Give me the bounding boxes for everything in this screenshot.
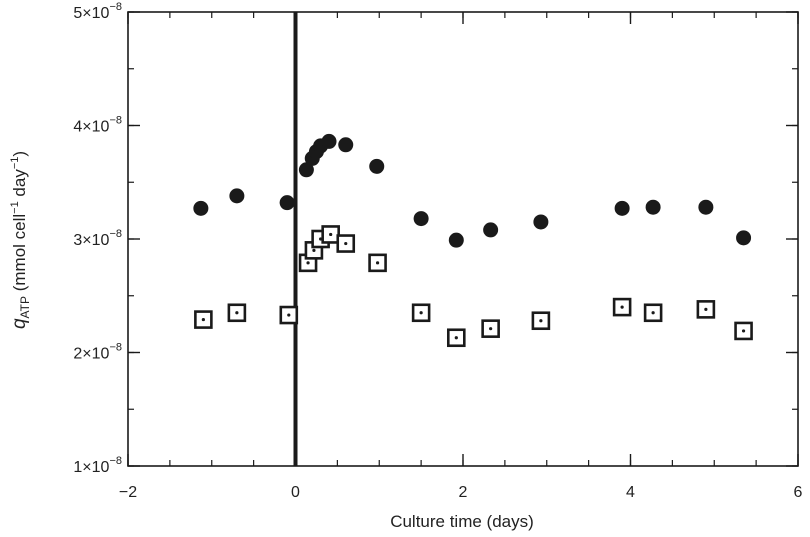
data-point-square-dot bbox=[306, 261, 310, 265]
data-point-circle bbox=[193, 200, 209, 216]
data-point-circle bbox=[736, 230, 752, 246]
data-point-square bbox=[321, 225, 340, 244]
y-tick-label: 2×10−8 bbox=[73, 342, 122, 363]
y-tick-label: 1×10−8 bbox=[73, 455, 122, 476]
data-point-circle bbox=[298, 162, 314, 178]
x-tick-label: 6 bbox=[794, 484, 803, 501]
data-point-square bbox=[368, 253, 387, 273]
data-point-square bbox=[531, 311, 551, 331]
data-point-circle bbox=[369, 158, 385, 174]
data-point-square-dot bbox=[454, 336, 458, 340]
data-point-square-dot bbox=[375, 261, 380, 265]
x-tick-label: 2 bbox=[459, 484, 468, 501]
tick-labels-layer: −2 0 2 4 61×10−82×10−83×10−84×10−85×10−8 bbox=[73, 1, 802, 501]
y-axis-label-units-close: ) bbox=[10, 151, 29, 157]
data-point-circle bbox=[533, 214, 549, 230]
y-tick-label-exponent: −8 bbox=[109, 455, 122, 467]
data-point-circle bbox=[698, 199, 714, 215]
data-point-square bbox=[696, 300, 716, 319]
y-tick-label: 5×10−8 bbox=[73, 1, 122, 22]
data-point-square-dot bbox=[704, 307, 708, 311]
y-tick-label-mantissa: 1×10 bbox=[73, 459, 109, 476]
y-tick-label-exponent: −8 bbox=[109, 115, 122, 127]
data-point-square-dot bbox=[741, 329, 746, 333]
data-point-square-dot bbox=[201, 317, 205, 322]
data-point-square bbox=[227, 303, 247, 323]
data-point-square bbox=[411, 303, 431, 323]
data-point-circle bbox=[483, 222, 499, 238]
data-point-square bbox=[446, 328, 466, 348]
data-points-layer bbox=[193, 12, 753, 466]
y-axis-label-units-day: day bbox=[10, 169, 29, 202]
data-point-square-dot bbox=[344, 241, 348, 246]
y-tick-label-mantissa: 4×10 bbox=[73, 119, 109, 136]
y-axis-label-exponent-2: −1 bbox=[9, 157, 21, 170]
data-point-square-dot bbox=[312, 248, 316, 252]
y-axis-label: qATP (mmol cell−1 day−1) bbox=[9, 151, 32, 329]
y-tick-label: 4×10−8 bbox=[73, 115, 122, 136]
data-point-square-dot bbox=[287, 313, 291, 317]
data-point-square-dot bbox=[620, 305, 624, 309]
x-tick-label: −2 bbox=[119, 484, 137, 501]
data-point-circle bbox=[279, 195, 295, 211]
y-tick-label-exponent: −8 bbox=[109, 228, 122, 240]
data-point-circle bbox=[645, 199, 661, 215]
data-point-circle bbox=[413, 211, 429, 227]
y-axis-label-symbol: q bbox=[9, 318, 30, 329]
data-point-square bbox=[279, 305, 299, 325]
data-point-square bbox=[481, 319, 500, 338]
data-point-square bbox=[612, 297, 632, 317]
x-tick-label: 0 bbox=[291, 484, 300, 501]
y-tick-label-mantissa: 5×10 bbox=[73, 5, 109, 22]
y-tick-label-exponent: −8 bbox=[109, 1, 122, 13]
y-axis-label-subscript: ATP bbox=[18, 296, 32, 318]
y-tick-label-mantissa: 3×10 bbox=[73, 232, 109, 249]
data-point-square-dot bbox=[489, 327, 493, 331]
data-point-circle bbox=[229, 188, 245, 204]
data-point-circle bbox=[448, 232, 464, 248]
y-tick-label-mantissa: 2×10 bbox=[73, 346, 109, 363]
data-point-square bbox=[336, 234, 356, 253]
data-point-square-dot bbox=[539, 319, 543, 323]
data-point-circle bbox=[338, 137, 354, 153]
data-point-square bbox=[734, 321, 753, 341]
data-point-circle bbox=[321, 133, 337, 149]
data-point-circle bbox=[614, 200, 630, 216]
data-point-square-dot bbox=[651, 311, 655, 315]
data-point-square bbox=[643, 303, 663, 323]
data-point-square bbox=[194, 310, 213, 329]
x-tick-label: 4 bbox=[626, 484, 635, 501]
y-axis-label-exponent-1: −1 bbox=[9, 201, 21, 214]
y-axis-label-units: (mmol cell bbox=[10, 214, 29, 296]
y-tick-label-exponent: −8 bbox=[109, 342, 122, 354]
data-point-square-dot bbox=[235, 311, 239, 315]
y-tick-label: 3×10−8 bbox=[73, 228, 122, 249]
data-point-square-dot bbox=[329, 232, 333, 237]
x-axis-label: Culture time (days) bbox=[390, 512, 534, 531]
data-point-square-dot bbox=[419, 311, 423, 315]
